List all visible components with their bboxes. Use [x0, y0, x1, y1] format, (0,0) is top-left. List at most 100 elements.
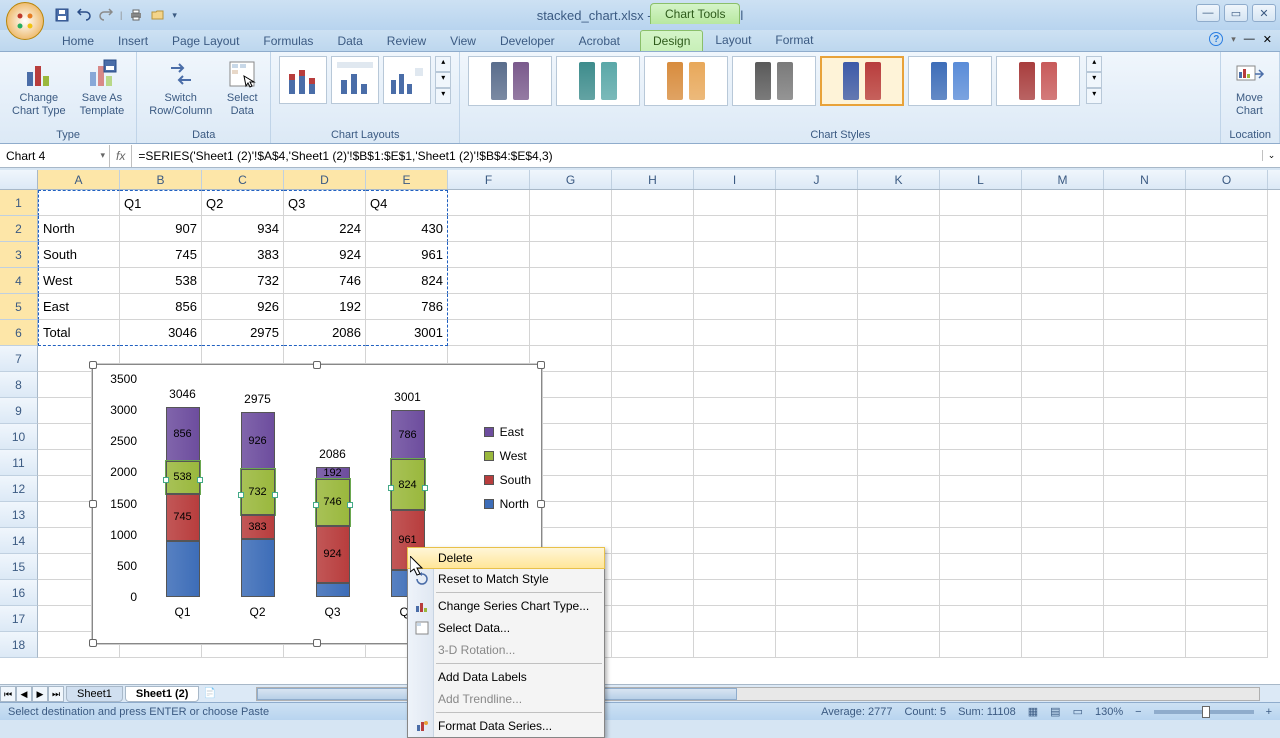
cell-K7[interactable] [858, 346, 940, 372]
cell-D3[interactable]: 924 [284, 242, 366, 268]
cell-L17[interactable] [940, 606, 1022, 632]
cell-K3[interactable] [858, 242, 940, 268]
cell-H5[interactable] [612, 294, 694, 320]
zoom-slider[interactable] [1154, 710, 1254, 714]
cell-H9[interactable] [612, 398, 694, 424]
cell-I4[interactable] [694, 268, 776, 294]
cell-B1[interactable]: Q1 [120, 190, 202, 216]
view-layout-icon[interactable]: ▤ [1050, 705, 1060, 718]
cell-A1[interactable] [38, 190, 120, 216]
help-dropdown-icon[interactable]: ▾ [1231, 34, 1236, 45]
cell-L2[interactable] [940, 216, 1022, 242]
cell-J8[interactable] [776, 372, 858, 398]
tab-acrobat[interactable]: Acrobat [567, 31, 632, 51]
minimize-button[interactable]: — [1196, 4, 1220, 22]
cell-K18[interactable] [858, 632, 940, 658]
legend-item-East[interactable]: East [484, 425, 531, 439]
zoom-level[interactable]: 130% [1095, 706, 1123, 718]
cell-C2[interactable]: 934 [202, 216, 284, 242]
cell-O3[interactable] [1186, 242, 1268, 268]
col-header-H[interactable]: H [612, 170, 694, 189]
ctx-reset-to-match-style[interactable]: Reset to Match Style [408, 568, 604, 590]
maximize-button[interactable]: ▭ [1224, 4, 1248, 22]
cell-M9[interactable] [1022, 398, 1104, 424]
cell-B4[interactable]: 538 [120, 268, 202, 294]
help-icon[interactable]: ? [1209, 32, 1223, 46]
row-header-13[interactable]: 13 [0, 502, 38, 528]
cell-E6[interactable]: 3001 [366, 320, 448, 346]
tab-nav-next[interactable]: ▶ [32, 686, 48, 702]
row-header-18[interactable]: 18 [0, 632, 38, 658]
cell-D1[interactable]: Q3 [284, 190, 366, 216]
cell-L13[interactable] [940, 502, 1022, 528]
cell-K13[interactable] [858, 502, 940, 528]
tab-insert[interactable]: Insert [106, 31, 160, 51]
row-header-7[interactable]: 7 [0, 346, 38, 372]
layout-more[interactable]: ▾ [435, 88, 451, 104]
bar-segment-North[interactable] [241, 539, 275, 597]
cell-G12[interactable] [530, 476, 612, 502]
cell-D6[interactable]: 2086 [284, 320, 366, 346]
tab-nav-last[interactable]: ⏭ [48, 686, 64, 702]
cell-N8[interactable] [1104, 372, 1186, 398]
cell-J7[interactable] [776, 346, 858, 372]
cell-G11[interactable] [530, 450, 612, 476]
cell-J5[interactable] [776, 294, 858, 320]
redo-icon[interactable] [98, 7, 114, 23]
col-header-E[interactable]: E [366, 170, 448, 189]
layout-scroll-up[interactable]: ▴ [435, 56, 451, 72]
style-scroll-down[interactable]: ▾ [1086, 72, 1102, 88]
cell-J12[interactable] [776, 476, 858, 502]
tab-home[interactable]: Home [50, 31, 106, 51]
cell-J3[interactable] [776, 242, 858, 268]
cell-M3[interactable] [1022, 242, 1104, 268]
tab-data[interactable]: Data [325, 31, 374, 51]
cell-K11[interactable] [858, 450, 940, 476]
cell-M2[interactable] [1022, 216, 1104, 242]
cell-C6[interactable]: 2975 [202, 320, 284, 346]
style-scroll-up[interactable]: ▴ [1086, 56, 1102, 72]
cell-I10[interactable] [694, 424, 776, 450]
cell-M15[interactable] [1022, 554, 1104, 580]
chart-style-4[interactable] [732, 56, 816, 106]
cell-J11[interactable] [776, 450, 858, 476]
cell-D2[interactable]: 224 [284, 216, 366, 242]
cell-J16[interactable] [776, 580, 858, 606]
cell-O5[interactable] [1186, 294, 1268, 320]
style-more[interactable]: ▾ [1086, 88, 1102, 104]
open-icon[interactable] [150, 7, 166, 23]
row-header-9[interactable]: 9 [0, 398, 38, 424]
cell-H14[interactable] [612, 528, 694, 554]
bar-segment-West[interactable]: 746 [316, 479, 350, 525]
cell-N17[interactable] [1104, 606, 1186, 632]
cell-I2[interactable] [694, 216, 776, 242]
cell-O12[interactable] [1186, 476, 1268, 502]
cell-N1[interactable] [1104, 190, 1186, 216]
cell-O16[interactable] [1186, 580, 1268, 606]
cell-G5[interactable] [530, 294, 612, 320]
tab-review[interactable]: Review [375, 31, 438, 51]
cell-K1[interactable] [858, 190, 940, 216]
col-header-C[interactable]: C [202, 170, 284, 189]
cell-N18[interactable] [1104, 632, 1186, 658]
cell-L4[interactable] [940, 268, 1022, 294]
cell-J10[interactable] [776, 424, 858, 450]
cell-H15[interactable] [612, 554, 694, 580]
formula-input[interactable]: =SERIES('Sheet1 (2)'!$A$4,'Sheet1 (2)'!$… [132, 145, 1262, 167]
cell-O17[interactable] [1186, 606, 1268, 632]
row-header-14[interactable]: 14 [0, 528, 38, 554]
cell-M8[interactable] [1022, 372, 1104, 398]
cell-M18[interactable] [1022, 632, 1104, 658]
cell-M1[interactable] [1022, 190, 1104, 216]
chart-style-6[interactable] [908, 56, 992, 106]
cell-J2[interactable] [776, 216, 858, 242]
cell-N15[interactable] [1104, 554, 1186, 580]
cell-O18[interactable] [1186, 632, 1268, 658]
col-header-N[interactable]: N [1104, 170, 1186, 189]
cell-G2[interactable] [530, 216, 612, 242]
cell-L5[interactable] [940, 294, 1022, 320]
col-header-I[interactable]: I [694, 170, 776, 189]
cell-I7[interactable] [694, 346, 776, 372]
cell-L18[interactable] [940, 632, 1022, 658]
cell-H17[interactable] [612, 606, 694, 632]
